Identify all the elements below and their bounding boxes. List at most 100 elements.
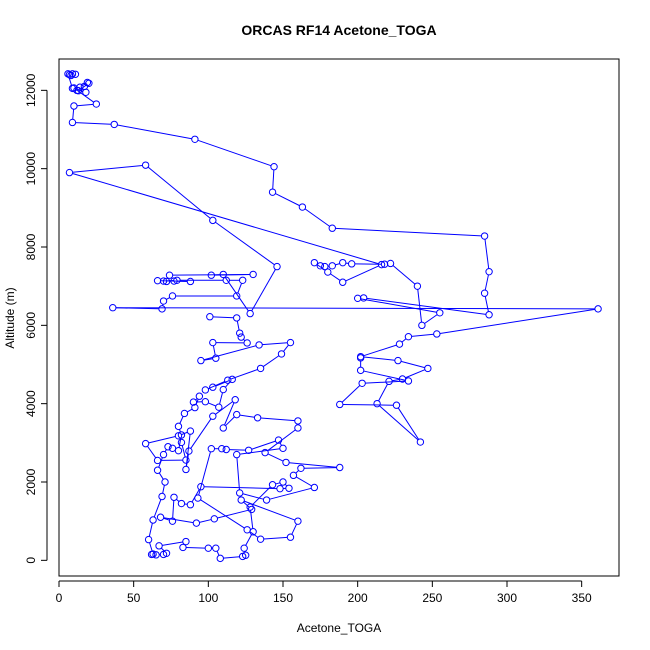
data-point — [310, 258, 319, 267]
series-line-segment — [149, 542, 153, 552]
series-line-segment — [342, 403, 394, 406]
series-line-segment — [417, 289, 423, 323]
series-line-segment — [484, 239, 490, 269]
data-point — [279, 478, 287, 486]
data-point — [237, 333, 245, 341]
data-point — [294, 417, 302, 425]
data-point — [358, 379, 366, 387]
data-point — [480, 289, 489, 297]
series-line-segment — [405, 369, 426, 379]
data-point — [159, 277, 168, 285]
series-line-segment — [217, 509, 249, 519]
data-point — [310, 483, 319, 492]
data-point — [64, 70, 72, 78]
data-point — [282, 458, 290, 467]
series-line-segment — [147, 445, 157, 459]
data-point — [204, 544, 213, 552]
data-point — [216, 554, 224, 563]
series-line-segment — [484, 274, 489, 291]
data-point — [186, 501, 195, 509]
series-line-segment — [304, 208, 330, 227]
series-line-segment — [212, 345, 216, 356]
data-point — [298, 203, 307, 211]
data-point — [173, 276, 181, 284]
series-line-segment — [400, 360, 425, 369]
series-line-segment — [179, 416, 184, 424]
series-line-segment — [203, 358, 213, 361]
data-point — [268, 481, 277, 489]
series-line-segment — [72, 173, 379, 265]
series-line-segment — [263, 536, 288, 540]
data-point — [395, 340, 404, 348]
data-point — [394, 356, 402, 365]
data-point — [155, 542, 163, 550]
series-line-segment — [439, 308, 596, 334]
data-point — [209, 216, 217, 225]
data-point — [212, 544, 220, 552]
data-point — [218, 445, 226, 453]
series-line-segment — [260, 417, 295, 422]
data-point — [70, 84, 78, 92]
data-point — [286, 338, 295, 347]
series-line-segment — [295, 476, 312, 487]
series-line-segment — [197, 139, 272, 167]
y-tick-label: 10000 — [24, 152, 38, 186]
data-point — [233, 410, 241, 419]
series-line-segment — [204, 486, 277, 490]
x-axis-label: Acetone_TOGA — [297, 621, 382, 635]
series-line-segment — [215, 221, 275, 266]
data-point — [177, 499, 186, 508]
y-axis: 0 2000 4000 6000 8000 10000 12000 — [24, 73, 48, 564]
series-line-segment — [360, 298, 437, 313]
series-line-segment — [162, 541, 183, 546]
data-point — [233, 450, 241, 459]
series-line-segment — [251, 269, 276, 312]
data-point — [153, 466, 162, 474]
data-point — [249, 270, 257, 279]
series-line-segment — [190, 418, 212, 449]
data-point — [339, 278, 347, 286]
data-point — [294, 424, 302, 432]
series-line-segment — [366, 297, 486, 315]
data-point — [231, 396, 239, 404]
data-point — [82, 88, 90, 96]
data-point — [201, 398, 210, 406]
data-point — [141, 439, 150, 448]
series-line-segment — [397, 407, 420, 440]
data-point — [192, 519, 201, 527]
series-line-segment — [72, 164, 143, 173]
data-point — [70, 102, 78, 110]
data-point — [328, 224, 336, 232]
data-point — [197, 356, 205, 365]
data-point — [206, 313, 214, 321]
data-point — [147, 550, 156, 559]
series-line-segment — [229, 449, 246, 451]
series-line-segment — [208, 380, 226, 390]
data-point — [219, 270, 227, 279]
x-tick-label: 0 — [56, 591, 63, 605]
data-point — [168, 292, 177, 300]
series-line-segment — [363, 370, 406, 381]
series-line-segment — [269, 487, 312, 500]
series-line-segment — [200, 499, 245, 529]
series-line-segment — [186, 408, 193, 413]
data-point — [356, 366, 365, 375]
x-tick-label: 50 — [127, 591, 141, 605]
series-line-segment — [245, 534, 253, 546]
data-point — [209, 338, 217, 347]
data-point — [162, 549, 171, 557]
data-point — [485, 267, 493, 276]
data-point — [149, 516, 157, 524]
data-point — [201, 386, 210, 394]
data-point — [222, 276, 230, 284]
series-line-segment — [115, 307, 595, 310]
data-point — [174, 432, 183, 440]
data-point — [356, 354, 365, 362]
series-line-segment — [365, 380, 406, 384]
data-point — [109, 304, 117, 312]
series-line-segment — [215, 401, 233, 415]
data-point — [404, 377, 413, 385]
series-line-segment — [153, 499, 162, 518]
series-line-segment — [424, 314, 438, 324]
